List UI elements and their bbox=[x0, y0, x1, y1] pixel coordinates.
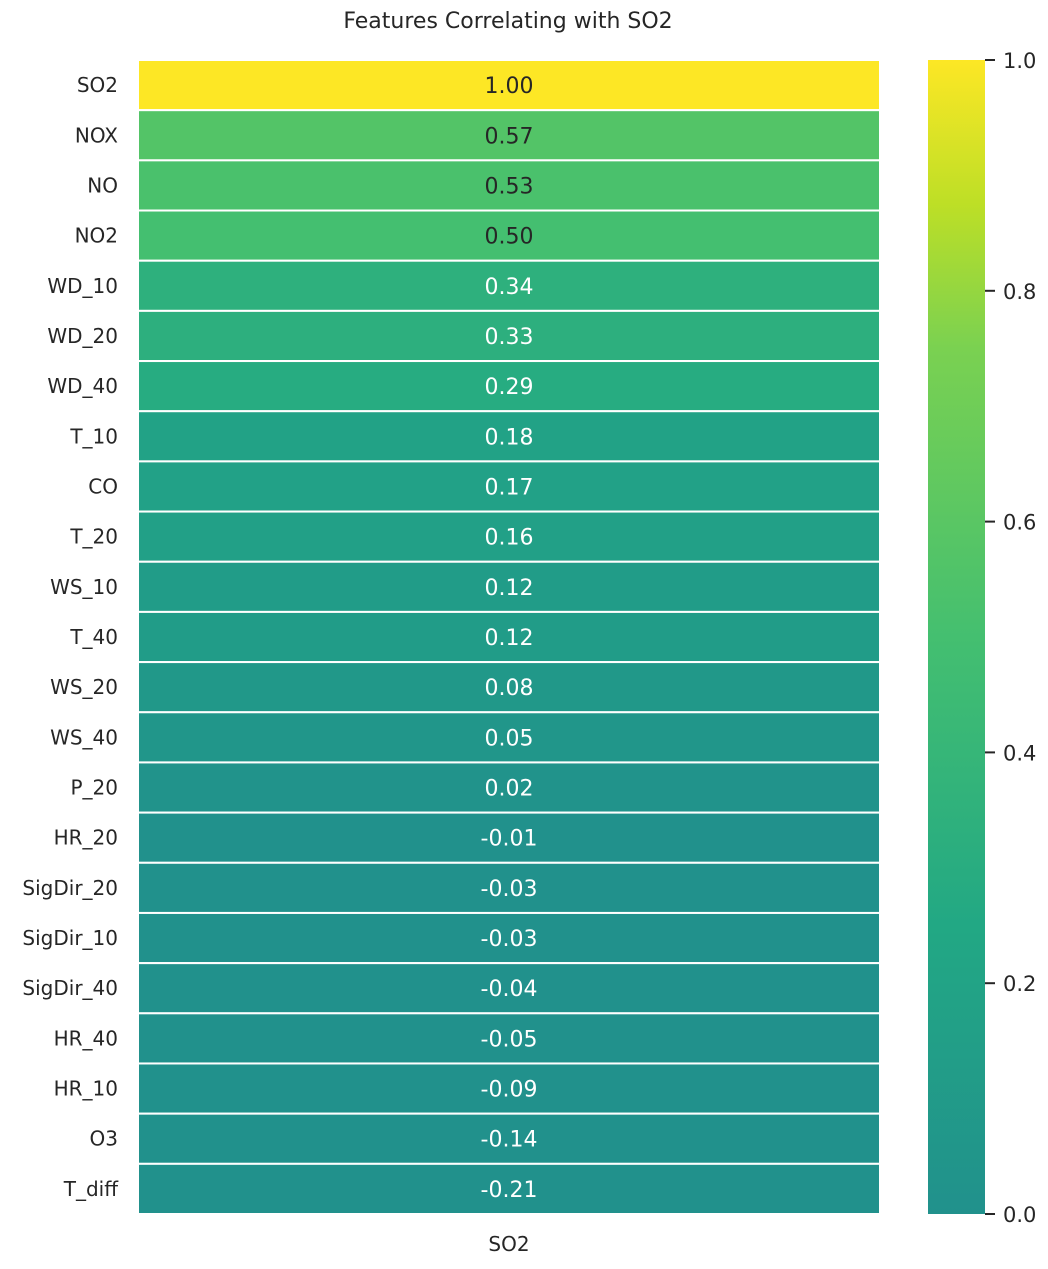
row-label: SigDir_40 bbox=[22, 976, 118, 1000]
cell-value-label: -0.14 bbox=[481, 1128, 538, 1153]
heatmap-cell bbox=[137, 610, 881, 664]
cell-value-label: 0.02 bbox=[485, 777, 534, 802]
colorbar-tick-label: 1.0 bbox=[1003, 49, 1036, 73]
heatmap-cell bbox=[137, 1112, 881, 1165]
cell-value-label: 0.12 bbox=[485, 576, 534, 601]
row-label: WS_10 bbox=[50, 575, 118, 599]
row-label: WD_20 bbox=[47, 324, 118, 348]
row-label: HR_40 bbox=[54, 1026, 118, 1050]
row-label: NO bbox=[87, 173, 118, 197]
cell-value-label: 0.16 bbox=[485, 526, 534, 551]
row-label: T_40 bbox=[69, 625, 118, 649]
heatmap-cell bbox=[137, 962, 881, 1015]
heatmap-cell bbox=[137, 159, 881, 212]
row-labels: SO2 NOX NO NO2 WD_10 WD_20 WD_40 T_10 CO T_20 WS_1… bbox=[22, 73, 119, 1201]
heatmap-cell bbox=[137, 59, 881, 112]
colorbar-tick-label: 0.0 bbox=[1003, 1203, 1036, 1227]
row-label: T_diff bbox=[63, 1177, 119, 1201]
column-label: SO2 bbox=[488, 1232, 529, 1256]
row-label: CO bbox=[88, 474, 118, 498]
heatmap-cell bbox=[137, 410, 881, 463]
row-label: T_20 bbox=[69, 525, 118, 549]
row-label: WD_40 bbox=[47, 374, 118, 398]
row-label: WS_20 bbox=[50, 675, 118, 699]
colorbar-tick-label: 0.4 bbox=[1003, 741, 1036, 765]
row-label: NO2 bbox=[75, 224, 118, 248]
cell-value-label: -0.04 bbox=[481, 977, 538, 1002]
heatmap-cell bbox=[137, 510, 881, 563]
row-label: P_20 bbox=[70, 776, 118, 800]
heatmap-cell bbox=[137, 711, 881, 764]
row-label: NOX bbox=[75, 123, 118, 147]
row-label: SigDir_20 bbox=[22, 876, 118, 900]
row-label: O3 bbox=[90, 1127, 118, 1151]
colorbar-tick-label: 0.6 bbox=[1003, 511, 1036, 535]
cell-value-label: 0.50 bbox=[485, 225, 534, 250]
cell-value-label: 0.34 bbox=[485, 275, 534, 300]
colorbar-tick-label: 0.2 bbox=[1003, 972, 1036, 996]
cell-value-label: 0.18 bbox=[485, 425, 534, 450]
row-label: HR_10 bbox=[54, 1077, 118, 1101]
colorbar: 0.0 0.2 0.4 0.6 0.8 1.0 bbox=[928, 49, 1036, 1227]
cell-value-label: 0.57 bbox=[485, 124, 534, 149]
heatmap-cell bbox=[137, 911, 881, 965]
column-labels: SO2 bbox=[488, 1232, 529, 1256]
row-label: WD_10 bbox=[47, 274, 118, 298]
colorbar-tick-label: 0.8 bbox=[1003, 280, 1036, 304]
heatmap-cells: 1.00 0.57 0.53 0.50 0.34 0.33 0.29 0.18 0.17 0.16… bbox=[137, 59, 881, 1215]
heatmap-cell bbox=[137, 811, 881, 864]
row-label: T_10 bbox=[69, 424, 118, 448]
cell-value-label: 0.17 bbox=[485, 475, 534, 500]
row-label: WS_40 bbox=[50, 725, 118, 749]
cell-value-label: 0.33 bbox=[485, 325, 534, 350]
chart-title: Features Correlating with SO2 bbox=[343, 9, 672, 34]
cell-value-label: -0.03 bbox=[481, 877, 538, 902]
cell-value-label: 0.29 bbox=[485, 375, 534, 400]
cell-value-label: 0.12 bbox=[485, 626, 534, 651]
heatmap-cell bbox=[137, 109, 881, 162]
row-label: HR_20 bbox=[54, 826, 118, 850]
heatmap-cell bbox=[137, 209, 881, 262]
cell-value-label: 0.05 bbox=[485, 726, 534, 751]
heatmap-cell bbox=[137, 1062, 881, 1115]
cell-value-label: 0.53 bbox=[485, 174, 534, 199]
cell-value-label: -0.01 bbox=[481, 827, 538, 852]
cell-value-label: -0.09 bbox=[481, 1078, 538, 1103]
row-label: SO2 bbox=[77, 73, 118, 97]
cell-value-label: 0.08 bbox=[485, 676, 534, 701]
heatmap-cell bbox=[137, 1012, 881, 1065]
colorbar-gradient bbox=[928, 60, 985, 1214]
cell-value-label: -0.21 bbox=[481, 1178, 538, 1203]
cell-value-label: 1.00 bbox=[485, 74, 534, 99]
cell-value-label: -0.05 bbox=[481, 1027, 538, 1052]
heatmap-cell bbox=[137, 309, 881, 363]
row-label: SigDir_10 bbox=[22, 926, 118, 950]
cell-value-label: -0.03 bbox=[481, 927, 538, 952]
heatmap-cell bbox=[137, 861, 881, 914]
heatmap-cell bbox=[137, 1162, 881, 1215]
heatmap-cell bbox=[137, 560, 881, 613]
